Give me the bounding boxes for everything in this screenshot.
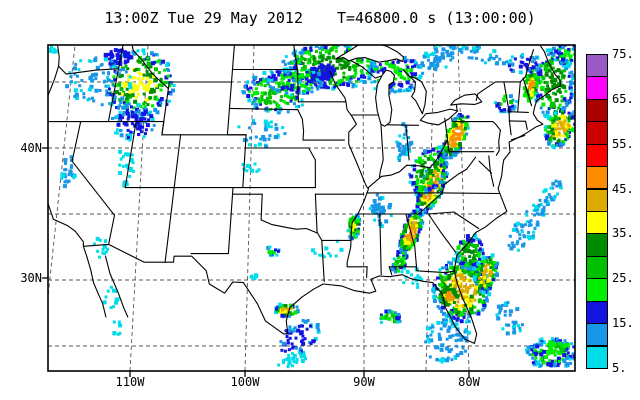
colorbar-swatch [586, 166, 608, 189]
colorbar-swatch [586, 121, 608, 144]
radar-map-canvas [0, 0, 640, 400]
colorbar-tick-label: 25. [612, 272, 634, 284]
colorbar-swatch [586, 233, 608, 256]
colorbar-swatch [586, 189, 608, 212]
map-area: 110W100W90W80W40N30N 75.65.55.45.35.25.1… [0, 0, 640, 400]
radar-echo-layer [48, 41, 580, 369]
colorbar-swatch [586, 278, 608, 301]
colorbar-swatch [586, 301, 608, 324]
lon-label-100W: 100W [231, 376, 260, 388]
colorbar-tick-label: 15. [612, 317, 634, 329]
colorbar-swatch [586, 144, 608, 167]
lon-label-90W: 90W [353, 376, 375, 388]
lon-label-80W: 80W [458, 376, 480, 388]
colorbar-swatch [586, 323, 608, 346]
colorbar-swatch [586, 76, 608, 99]
lat-label-30N: 30N [16, 272, 42, 284]
colorbar-swatch [586, 256, 608, 279]
colorbar-tick-label: 45. [612, 183, 634, 195]
colorbar-tick-label: 75. [612, 48, 634, 60]
lat-label-40N: 40N [16, 142, 42, 154]
colorbar-swatch [586, 99, 608, 122]
weather-radar-app: 13:00Z Tue 29 May 2012 T=46800.0 s (13:0… [0, 0, 640, 400]
lon-label-110W: 110W [116, 376, 145, 388]
colorbar-swatch [586, 211, 608, 234]
colorbar-swatch [586, 346, 608, 369]
colorbar-swatch [586, 54, 608, 77]
colorbar-tick-label: 55. [612, 138, 634, 150]
colorbar-tick-label: 65. [612, 93, 634, 105]
colorbar-tick-label: 5. [612, 362, 626, 374]
colorbar-tick-label: 35. [612, 227, 634, 239]
